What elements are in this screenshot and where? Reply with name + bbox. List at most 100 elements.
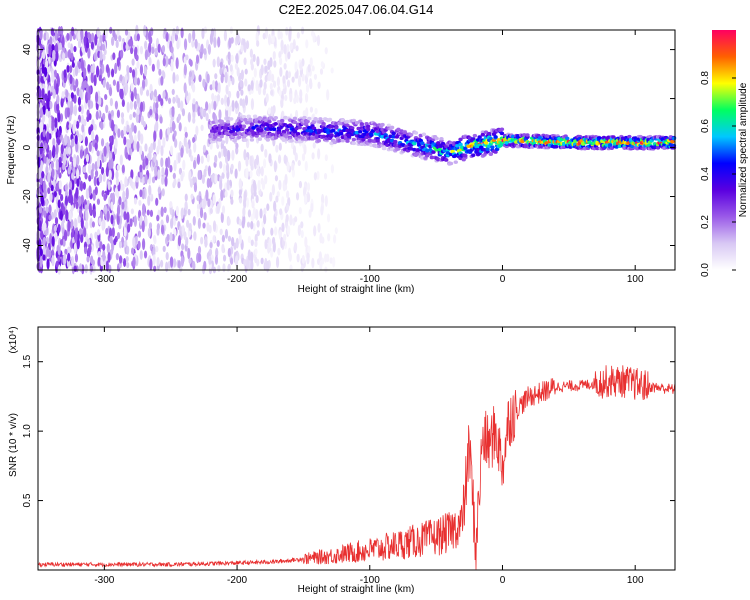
- x-tick-label: -100: [360, 274, 380, 285]
- spectrogram-cell: [256, 40, 260, 47]
- snr-background: [38, 327, 675, 570]
- colorbar-tick-label: 0.0: [700, 263, 711, 277]
- spectrogram-cell: [148, 30, 152, 43]
- spectrogram-cell: [471, 137, 476, 142]
- spectrogram-cell: [191, 39, 195, 48]
- colorbar-tick-label: 0.2: [700, 215, 711, 229]
- spectrogram-cell: [269, 82, 273, 90]
- spectrogram-cell: [278, 57, 283, 66]
- spectrogram-cell: [223, 30, 228, 42]
- spectrogram-cell: [197, 169, 201, 181]
- spectrogram-cell: [43, 32, 47, 41]
- spectrogram-cell: [302, 110, 306, 118]
- spectrogram-cell: [292, 129, 298, 134]
- spectrogram-cell: [93, 52, 97, 61]
- spectrogram-cell: [160, 98, 164, 107]
- spectrogram-cell: [165, 31, 169, 42]
- spectrogram-cell: [230, 189, 234, 198]
- spectrogram-cell: [243, 190, 247, 203]
- spectrogram-cell: [239, 80, 243, 88]
- spectrogram-cell: [84, 264, 88, 274]
- spectrogram-cell: [177, 181, 181, 189]
- spectrogram-cell: [231, 99, 235, 112]
- spectrogram-cell: [171, 88, 175, 95]
- spectrogram-cell: [272, 127, 277, 132]
- spectrogram-cell: [246, 258, 250, 270]
- spectrogram-cell: [235, 142, 239, 149]
- spectrogram-cell: [284, 173, 288, 186]
- spectrogram-cell: [268, 238, 272, 249]
- spectrogram-cell: [78, 105, 82, 113]
- spectrogram-cell: [95, 91, 99, 104]
- spectrogram-cell: [177, 152, 181, 164]
- spectrogram-cell: [55, 260, 59, 268]
- spectrogram-cell: [157, 138, 161, 150]
- spectrogram-cell: [237, 227, 242, 235]
- spectrogram-cell: [39, 255, 43, 268]
- spectrogram-cell: [267, 60, 271, 71]
- spectrogram-cell: [188, 70, 193, 78]
- spectrogram-cell: [96, 150, 100, 157]
- spectrogram-cell: [264, 239, 268, 250]
- spectrogram-cell: [46, 258, 50, 270]
- spectrogram-cell: [124, 29, 129, 36]
- spectrogram-cell: [553, 144, 559, 149]
- spectrogram-cell: [287, 51, 291, 60]
- spectrogram-cell: [42, 129, 46, 138]
- spectrogram-cell: [181, 108, 186, 117]
- spectrogram-cell: [221, 140, 226, 144]
- spectrogram-cell: [130, 134, 134, 144]
- spectrogram-cell: [123, 240, 127, 248]
- spectrogram-cell: [444, 158, 449, 162]
- spectrogram-cell: [49, 233, 53, 245]
- spectrogram-cell: [202, 222, 206, 229]
- spectrogram-cell: [148, 56, 152, 66]
- spectrogram-cell: [44, 93, 48, 102]
- spectrogram-cell: [358, 129, 363, 134]
- spectrogram-cell: [115, 39, 119, 49]
- spectrogram-cell: [219, 120, 224, 124]
- spectrogram-cell: [334, 126, 339, 130]
- spectrogram-cell: [116, 57, 120, 68]
- spectrogram-cell: [306, 255, 310, 265]
- spectrogram-cell: [136, 60, 140, 70]
- spectrogram-cell: [173, 159, 177, 172]
- spectrogram-x-ticks: -300 -200 -100 0 100: [94, 30, 644, 285]
- spectrogram-cell: [304, 236, 308, 248]
- spectrogram-cell: [74, 65, 79, 77]
- spectrogram-cell: [238, 188, 243, 196]
- spectrogram-cell: [241, 219, 245, 229]
- spectrogram-cell: [161, 176, 165, 185]
- spectrogram-cell: [227, 217, 231, 226]
- spectrogram-cell: [393, 139, 398, 144]
- spectrogram-cell: [164, 167, 169, 178]
- spectrogram-cell: [38, 239, 42, 251]
- spectrogram-cell: [254, 240, 258, 248]
- spectrogram-cell: [196, 153, 201, 165]
- spectrogram-cell: [132, 111, 136, 118]
- spectrogram-cell: [230, 54, 234, 63]
- spectrogram-cell: [139, 145, 143, 156]
- spectrogram-cell: [250, 251, 254, 264]
- spectrogram-cell: [55, 83, 59, 95]
- spectrogram-cell: [276, 131, 282, 135]
- spectrogram-cell: [64, 195, 69, 207]
- spectrogram-cell: [192, 98, 196, 105]
- spectrogram-cell: [247, 84, 251, 92]
- spectrogram-cell: [431, 150, 436, 154]
- spectrogram-cell: [45, 59, 49, 69]
- spectrogram-cell: [67, 246, 71, 254]
- spectrogram-cell: [56, 182, 60, 192]
- spectrogram-cell: [62, 155, 67, 166]
- spectrogram-cell: [249, 48, 253, 59]
- spectrogram-cell: [126, 261, 130, 269]
- colorbar-ticks: 0.0 0.2 0.4 0.6 0.8: [700, 71, 736, 277]
- spectrogram-cell: [200, 124, 204, 132]
- spectrogram-cell: [71, 61, 75, 68]
- spectrogram-cell: [271, 35, 275, 44]
- spectrogram-cell: [268, 127, 274, 131]
- spectrogram-cell: [120, 129, 124, 139]
- spectrogram-cell: [72, 157, 77, 169]
- spectrogram-cell: [170, 256, 174, 268]
- spectrogram-cell: [255, 79, 259, 92]
